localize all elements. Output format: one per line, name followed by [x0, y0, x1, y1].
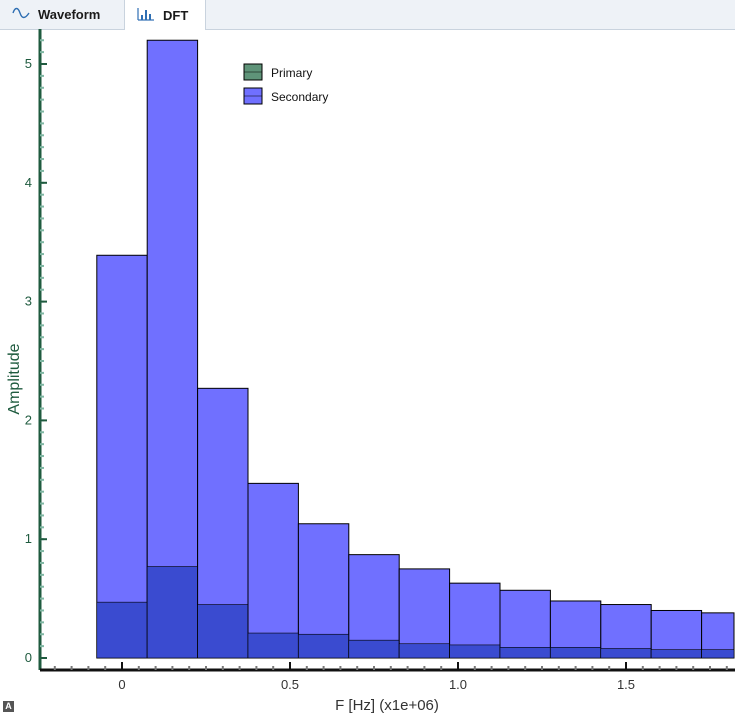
spectrum-icon: [137, 7, 155, 24]
axes-group: 0 1 2 3 4 5 0 0.5 1.0 1.5: [25, 29, 735, 692]
x-tick-label: 1.5: [617, 677, 635, 692]
primary-bar-9: [550, 647, 602, 659]
primary-bar-7: [449, 644, 501, 659]
tab-bar: Waveform DFT: [0, 0, 735, 30]
y-tick-label: 0: [25, 650, 32, 665]
primary-bar-3: [247, 632, 299, 659]
primary-bar-2: [197, 604, 249, 659]
secondary-bar-0: [96, 254, 148, 659]
primary-bar-11: [650, 649, 702, 659]
x-axis-label: F [Hz] (x1e+06): [335, 697, 439, 713]
tab-waveform-label: Waveform: [38, 7, 101, 22]
primary-bar-0: [96, 601, 148, 659]
primary-bar-12: [701, 649, 735, 659]
auto-scale-badge[interactable]: A: [3, 701, 14, 712]
primary-bar-8: [499, 647, 551, 659]
tab-waveform[interactable]: Waveform: [0, 0, 124, 29]
secondary-bar-3: [247, 482, 299, 659]
primary-bar-4: [298, 633, 350, 659]
y-tick-label: 4: [25, 175, 32, 190]
primary-bar-6: [398, 643, 450, 659]
y-tick-label: 3: [25, 294, 32, 309]
tab-dft[interactable]: DFT: [124, 0, 206, 30]
legend: Primary Secondary: [243, 63, 328, 105]
y-tick-label: 2: [25, 412, 32, 427]
x-tick-label: 0.5: [281, 677, 299, 692]
bars-group: [96, 39, 735, 659]
primary-bar-10: [600, 648, 652, 659]
legend-label-secondary: Secondary: [271, 90, 328, 104]
secondary-bar-8: [499, 589, 551, 659]
x-tick-label: 1.0: [449, 677, 467, 692]
sine-wave-icon: [12, 7, 30, 22]
legend-label-primary: Primary: [271, 66, 312, 80]
y-tick-label: 1: [25, 531, 32, 546]
secondary-bar-6: [398, 568, 451, 659]
y-tick-label: 5: [25, 56, 32, 71]
primary-bar-5: [348, 639, 400, 659]
primary-bar-1: [146, 566, 198, 659]
y-axis-label: Amplitude: [6, 343, 23, 414]
tab-dft-label: DFT: [163, 7, 189, 23]
secondary-bar-1: [146, 39, 199, 659]
dft-histogram-chart: 0 1 2 3 4 5 0 0.5 1.0 1.5 Primary Secondary Amplit…: [6, 29, 735, 713]
x-tick-label: 0: [118, 677, 125, 692]
